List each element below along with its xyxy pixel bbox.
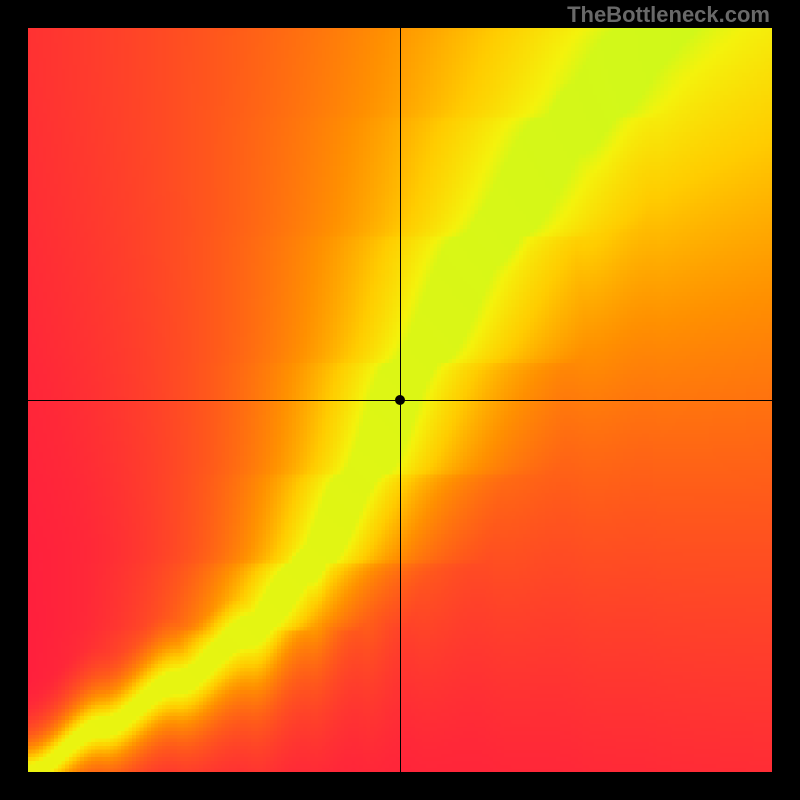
chart-container: TheBottleneck.com: [0, 0, 800, 800]
marker-point: [395, 395, 405, 405]
watermark-text: TheBottleneck.com: [567, 2, 770, 28]
